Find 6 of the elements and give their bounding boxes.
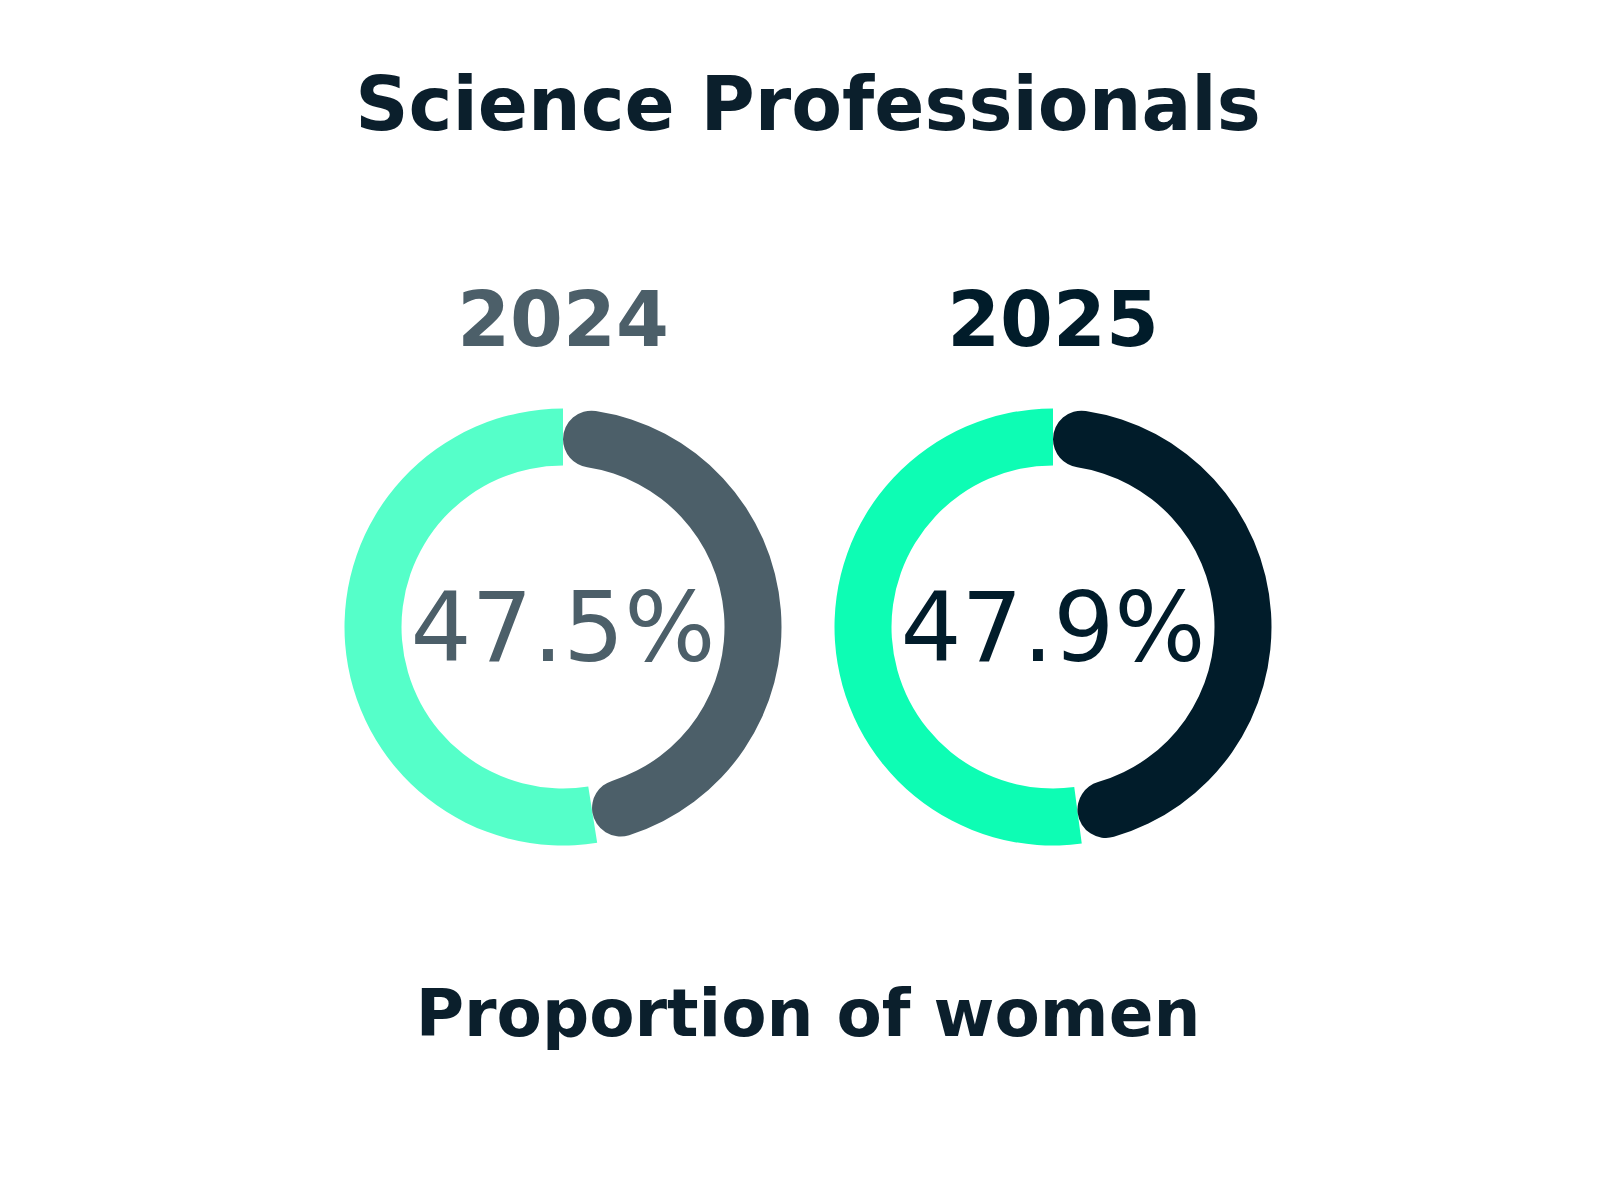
chart-subtitle: 2024	[457, 275, 669, 364]
chart-subtitle: 2025	[947, 275, 1159, 364]
data-label: 47.9%	[900, 572, 1206, 684]
data-label: 47.5%	[410, 572, 716, 684]
chart-title: Science Professionals	[355, 61, 1261, 147]
text: Proportion of women	[415, 975, 1201, 1052]
